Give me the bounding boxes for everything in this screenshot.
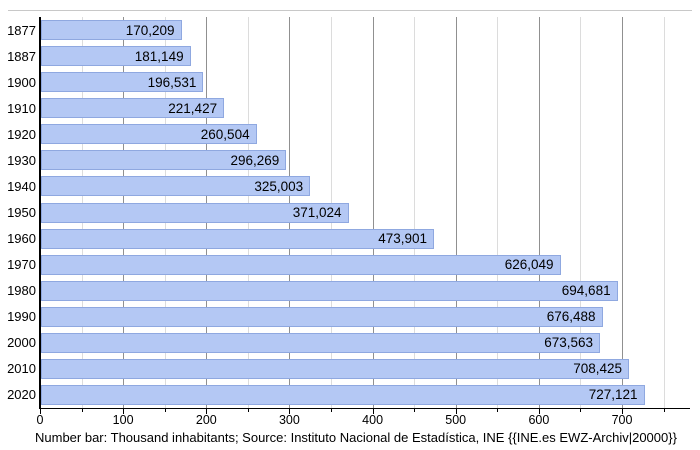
x-axis-tick-label: 700 [611, 413, 633, 427]
bar-row: 1877 170,209 [0, 17, 700, 43]
x-axis-tick [247, 409, 249, 412]
bar-value-label: 181,149 [134, 48, 184, 64]
bar-value-label: 708,425 [573, 361, 622, 377]
bar: 181,149 [41, 46, 191, 67]
bar-value-label: 727,121 [588, 387, 638, 403]
bar-value-label: 473,901 [378, 231, 427, 246]
category-label: 1960 [7, 231, 36, 247]
category-label: 1980 [7, 283, 36, 299]
x-axis-tick [164, 409, 166, 412]
bar-row: 1940 325,003 [0, 173, 700, 199]
bar-row: 2020 727,121 [0, 382, 700, 408]
x-axis-tick [663, 409, 665, 412]
x-axis-tick [40, 409, 41, 414]
x-axis-tick [622, 409, 623, 414]
bar-row: 1920 260,504 [0, 121, 700, 147]
bar: 325,003 [41, 176, 311, 197]
bar: 694,681 [41, 280, 618, 301]
chart-top-border [8, 10, 692, 11]
x-axis-tick [372, 409, 374, 414]
x-axis-tick-label: 0 [36, 413, 44, 427]
category-label: 2010 [7, 361, 36, 377]
bar-row: 1980 694,681 [0, 278, 700, 304]
chart-caption: Number bar: Thousand inhabitants; Source… [35, 430, 677, 445]
category-label: 1940 [7, 178, 36, 194]
bar: 260,504 [41, 124, 257, 145]
x-axis-tick-label: 500 [445, 413, 467, 427]
bar-value-label: 296,269 [230, 152, 280, 168]
x-axis-line [39, 408, 690, 409]
x-axis-tick [289, 409, 291, 414]
gridline-minor [497, 17, 499, 408]
category-label: 2000 [7, 335, 36, 351]
category-label: 2020 [7, 387, 36, 403]
gridline-minor [414, 17, 416, 408]
category-label: 1900 [7, 74, 36, 90]
bar: 727,121 [41, 384, 645, 405]
x-axis-tick-label: 200 [195, 413, 217, 427]
gridline-major [455, 17, 457, 408]
bar-value-label: 673,563 [544, 335, 593, 351]
bar-value-label: 626,049 [504, 257, 554, 273]
gridline-major [622, 17, 623, 408]
bar-row: 1950 371,024 [0, 200, 700, 226]
bar-row: 1930 296,269 [0, 147, 700, 173]
bar-row: 2010 708,425 [0, 356, 700, 382]
gridline-major [372, 17, 374, 408]
x-axis-tick [455, 409, 457, 414]
bar-row: 1900 196,531 [0, 69, 700, 95]
bar-row: 1887 181,149 [0, 43, 700, 69]
bar: 473,901 [41, 228, 434, 249]
gridline-major [538, 17, 540, 408]
x-axis-tick [538, 409, 540, 414]
bar-value-label: 676,488 [546, 309, 596, 325]
x-axis-tick-label: 300 [278, 413, 300, 427]
bar-value-label: 694,681 [561, 283, 611, 299]
x-axis-tick [81, 409, 83, 412]
category-label: 1970 [7, 257, 36, 273]
x-axis-tick [206, 409, 208, 414]
x-axis-tick [580, 409, 582, 412]
category-label: 1887 [7, 48, 36, 64]
bar: 676,488 [41, 306, 603, 327]
bar: 708,425 [41, 358, 629, 379]
bar-row: 1960 473,901 [0, 226, 700, 252]
category-label: 1877 [7, 22, 36, 38]
x-axis-tick [497, 409, 499, 412]
x-axis-tick-label: 400 [362, 413, 384, 427]
bar: 673,563 [41, 332, 600, 353]
category-label: 1990 [7, 309, 36, 325]
x-axis-tick [123, 409, 125, 414]
category-label: 1930 [7, 152, 36, 168]
y-axis-line [39, 17, 41, 408]
bar-value-label: 196,531 [147, 74, 197, 90]
bar-row: 1970 626,049 [0, 252, 700, 278]
x-axis-tick [331, 409, 332, 412]
bar-row: 2000 673,563 [0, 330, 700, 356]
bar: 296,269 [41, 150, 287, 171]
category-label: 1920 [7, 126, 36, 142]
bar: 170,209 [41, 20, 182, 40]
bar-value-label: 371,024 [292, 205, 342, 220]
bar: 221,427 [41, 98, 225, 119]
gridline-minor [580, 17, 582, 408]
bar-value-label: 221,427 [168, 100, 218, 116]
x-axis-tick [414, 409, 416, 412]
bar-value-label: 260,504 [200, 126, 250, 142]
bar: 371,024 [41, 202, 349, 223]
bar-row: 1990 676,488 [0, 304, 700, 330]
x-axis-tick-label: 100 [112, 413, 134, 427]
bar-value-label: 170,209 [125, 22, 175, 38]
gridline-minor [663, 17, 665, 408]
bar: 196,531 [41, 72, 204, 93]
category-label: 1950 [7, 205, 36, 221]
bar-value-label: 325,003 [254, 178, 304, 194]
x-axis-tick-label: 600 [528, 413, 550, 427]
bar: 626,049 [41, 254, 561, 275]
bar-row: 1910 221,427 [0, 95, 700, 121]
category-label: 1910 [7, 100, 36, 116]
